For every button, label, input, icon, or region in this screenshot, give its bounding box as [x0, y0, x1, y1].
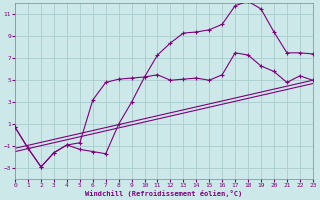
X-axis label: Windchill (Refroidissement éolien,°C): Windchill (Refroidissement éolien,°C) — [85, 190, 243, 197]
